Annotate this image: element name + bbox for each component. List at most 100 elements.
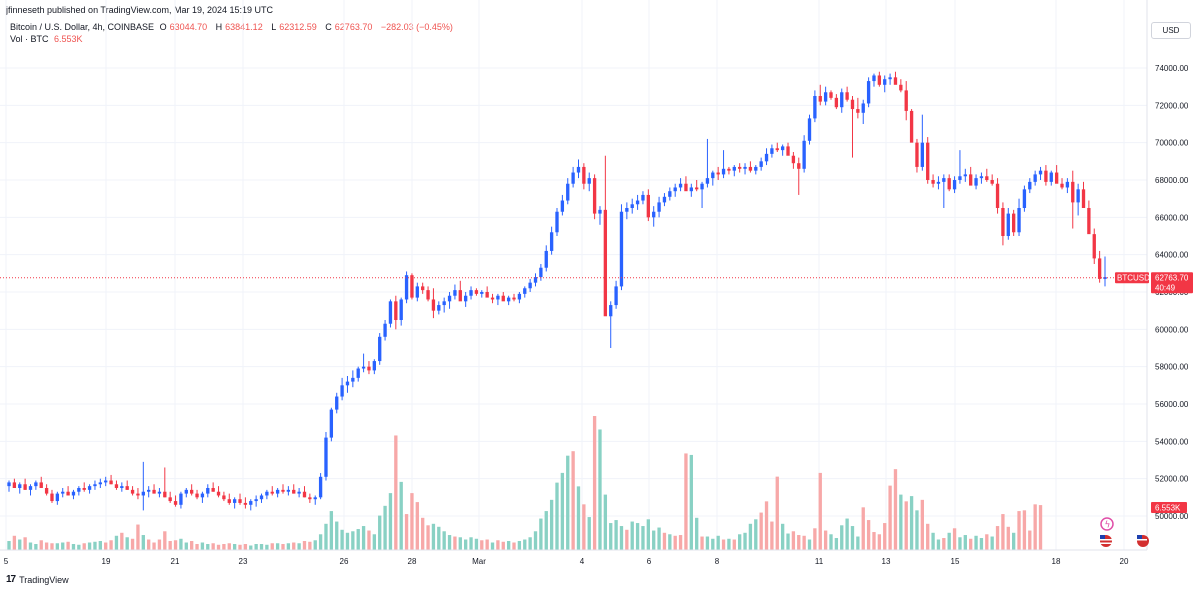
candle-body (840, 92, 844, 108)
volume-bar (249, 545, 253, 550)
candle-body (845, 92, 849, 100)
candle-body (453, 290, 457, 296)
candle-body (93, 484, 97, 487)
candle-body (469, 290, 473, 296)
volume-bar (695, 517, 699, 550)
tradingview-icon: 17 (6, 574, 16, 585)
candle-body (104, 480, 108, 483)
volume-bar (791, 531, 796, 550)
price-tick-label: 66000.00 (1155, 213, 1189, 222)
candle-body (979, 176, 984, 179)
candle-body (501, 295, 505, 302)
volume-bar (39, 540, 43, 550)
us-flag-axis-stripe (1137, 539, 1147, 541)
currency-button[interactable]: USD (1151, 22, 1191, 39)
candle-body (61, 491, 65, 494)
volume-bar (141, 535, 145, 550)
candle-body (173, 501, 178, 505)
volume-bar (969, 538, 973, 550)
volume-bar (254, 544, 258, 550)
candle-body (1087, 208, 1091, 235)
candle-body (668, 191, 672, 197)
tradingview-logo[interactable]: 17 TradingView (6, 574, 69, 585)
volume-bar (533, 531, 538, 550)
volume-bar (109, 540, 113, 550)
volume-bar (759, 512, 763, 550)
volume-bar (356, 529, 360, 550)
candle-body (18, 484, 22, 488)
candle-body (517, 293, 522, 300)
candle-body (485, 292, 489, 298)
candle-body (302, 491, 307, 498)
volume-bar (431, 523, 436, 550)
volume-bar (410, 493, 414, 550)
candle-body (652, 211, 656, 218)
candle-body (883, 79, 887, 85)
volume-bar (447, 535, 452, 550)
candle-body (136, 493, 140, 496)
volume-bar (566, 455, 570, 550)
candle-body (329, 409, 334, 438)
volume-bar (549, 499, 554, 550)
volume-bar (807, 539, 812, 550)
candle-body (222, 495, 226, 500)
volume-bar (114, 535, 119, 550)
volume-bar (415, 502, 419, 550)
volume-bar (281, 544, 285, 550)
volume-bar (802, 535, 806, 550)
symbol-label[interactable]: Bitcoin / U.S. Dollar, 4h, COINBASE (10, 22, 155, 32)
candle-body (995, 183, 1000, 208)
volume-label[interactable]: Vol · BTC (10, 34, 49, 44)
price-tick-label: 58000.00 (1155, 363, 1189, 372)
volume-bar (480, 540, 484, 550)
volume-bar (861, 507, 865, 550)
candle-body (238, 499, 242, 503)
candle-body (1017, 208, 1021, 233)
candle-body (920, 142, 924, 167)
volume-bar (657, 527, 661, 550)
volume-bar (609, 523, 613, 550)
volume-bar (1038, 505, 1043, 550)
candle-body (533, 277, 538, 283)
event-icons[interactable]: ϟ (1100, 517, 1149, 547)
volume-bar (66, 541, 70, 550)
candle-body (184, 489, 188, 494)
time-tick-label: 15 (951, 557, 960, 566)
candle-body (700, 183, 704, 190)
candle-body (662, 196, 667, 203)
time-axis[interactable]: 5 19 21 23 26 28 Mar 4 6 8 11 13 15 18 20 (4, 557, 1129, 566)
candle-body (614, 286, 618, 306)
candle-body (609, 305, 613, 317)
ohlc-legend: Bitcoin / U.S. Dollar, 4h, COINBASE O 630… (10, 22, 456, 32)
volume-bar (421, 517, 425, 550)
volume-bar (850, 526, 855, 550)
volume-bar (678, 535, 683, 550)
volume-bar (216, 544, 221, 550)
candle-body (1065, 181, 1070, 188)
volume-bar (490, 542, 495, 550)
candle-body (39, 482, 43, 488)
candle-body (297, 491, 301, 494)
volume-bar (560, 472, 565, 550)
candle-body (635, 200, 640, 205)
volume-bar (120, 532, 124, 550)
volume-bar (641, 526, 645, 550)
volume-bar (979, 538, 984, 550)
candle-body (152, 489, 156, 494)
candle-body (743, 166, 747, 169)
candle-body (802, 140, 806, 169)
candle-body (523, 288, 527, 294)
volume-bar (668, 534, 672, 550)
volume-bar (818, 472, 822, 550)
candle-body (367, 366, 371, 371)
candle-body (442, 301, 446, 306)
volume-bar (55, 543, 60, 550)
volume-bar (238, 544, 242, 550)
volume-bar (619, 526, 624, 550)
candle-body (190, 489, 194, 494)
volume-bar (840, 525, 844, 550)
candle-body (50, 493, 54, 502)
volume-bar (544, 511, 548, 550)
candle-body (458, 290, 462, 302)
